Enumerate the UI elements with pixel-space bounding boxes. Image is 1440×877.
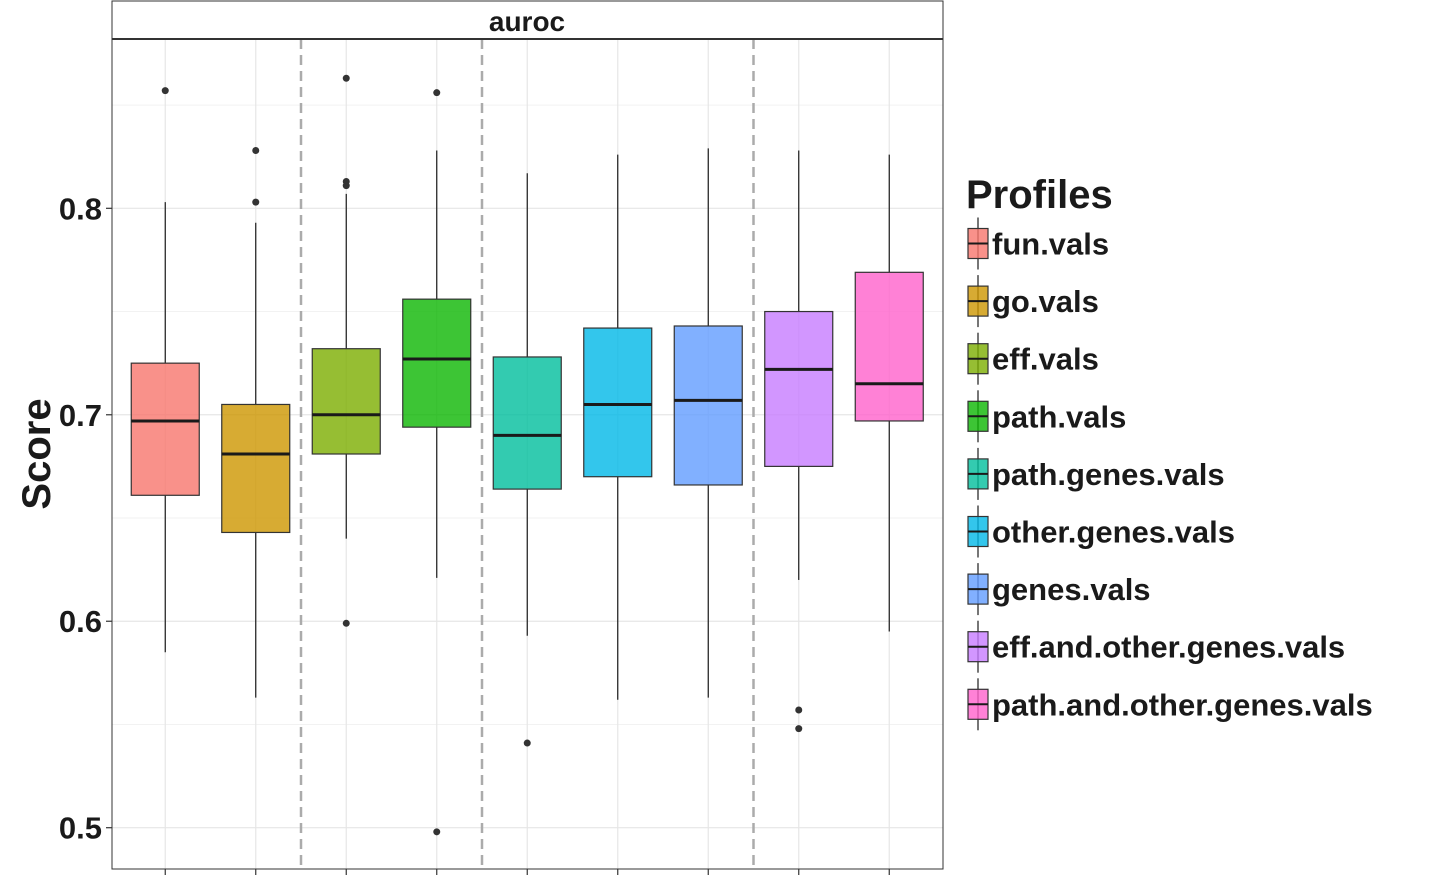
outlier-point [342,182,350,190]
legend-label: path.and.other.genes.vals [992,687,1373,722]
legend-item-eff-and-other-genes-vals: eff.and.other.genes.vals [967,620,1345,673]
box-iqr [221,403,291,534]
box-go-vals [221,146,291,698]
legend-label: path.genes.vals [992,457,1225,492]
y-tick-label: 0.5 [59,811,102,846]
box-path-and-other-genes-vals [854,154,924,632]
y-axis-label: Score [15,398,59,509]
box-eff-and-other-genes-vals [764,150,834,733]
legend-item-eff-vals: eff.vals [967,332,1099,385]
box-iqr [130,362,200,496]
outlier-point [433,828,441,836]
y-tick-label: 0.8 [59,191,102,226]
box-eff-vals [311,74,381,627]
legend-item-path-vals: path.vals [967,390,1126,443]
legend-item-genes-vals: genes.vals [967,563,1151,616]
box-path-vals [402,89,472,836]
facet-label: auroc [489,6,565,37]
legend-label: other.genes.vals [992,515,1235,550]
legend-item-path-and-other-genes-vals: path.and.other.genes.vals [967,678,1373,731]
box-iqr [764,310,834,467]
box-path-genes-vals [492,173,562,747]
legend-label: genes.vals [992,572,1151,607]
box-iqr [311,348,381,455]
outlier-point [795,725,803,733]
legend-label: eff.vals [992,342,1099,377]
outlier-point [433,89,441,97]
box-iqr [854,271,924,422]
box-iqr [492,356,562,490]
legend-label: fun.vals [992,227,1109,262]
box-other-genes-vals [583,154,653,700]
outlier-point [342,619,350,627]
legend-title: Profiles [966,173,1113,217]
box-fun-vals [130,87,200,653]
legend-item-go-vals: go.vals [967,275,1099,328]
legend-label: eff.and.other.genes.vals [992,630,1345,665]
legend-label: path.vals [992,399,1126,434]
outlier-point [795,706,803,714]
legend-item-other-genes-vals: other.genes.vals [967,505,1235,558]
outlier-point [252,146,260,154]
box-iqr [673,325,743,486]
outlier-point [161,87,169,95]
outlier-point [342,74,350,82]
legend-item-path-genes-vals: path.genes.vals [967,447,1225,500]
outlier-point [523,739,531,747]
box-iqr [402,298,472,428]
outlier-point [252,198,260,206]
legend-label: go.vals [992,284,1099,319]
y-tick-label: 0.7 [59,398,102,433]
x-axis-ticks [164,869,890,875]
box-layer [130,74,924,836]
box-iqr [583,327,653,478]
y-tick-label: 0.6 [59,604,102,639]
box-genes-vals [673,148,743,698]
group-separators [299,39,755,869]
legend-items: fun.vals go.vals eff.vals path.vals path.gen… [967,217,1373,731]
legend: Profiles fun.vals go.vals eff.vals path.val… [966,173,1373,731]
legend-item-fun-vals: fun.vals [967,217,1109,270]
y-axis-ticks: 0.5 0.6 0.7 0.8 [59,191,112,846]
